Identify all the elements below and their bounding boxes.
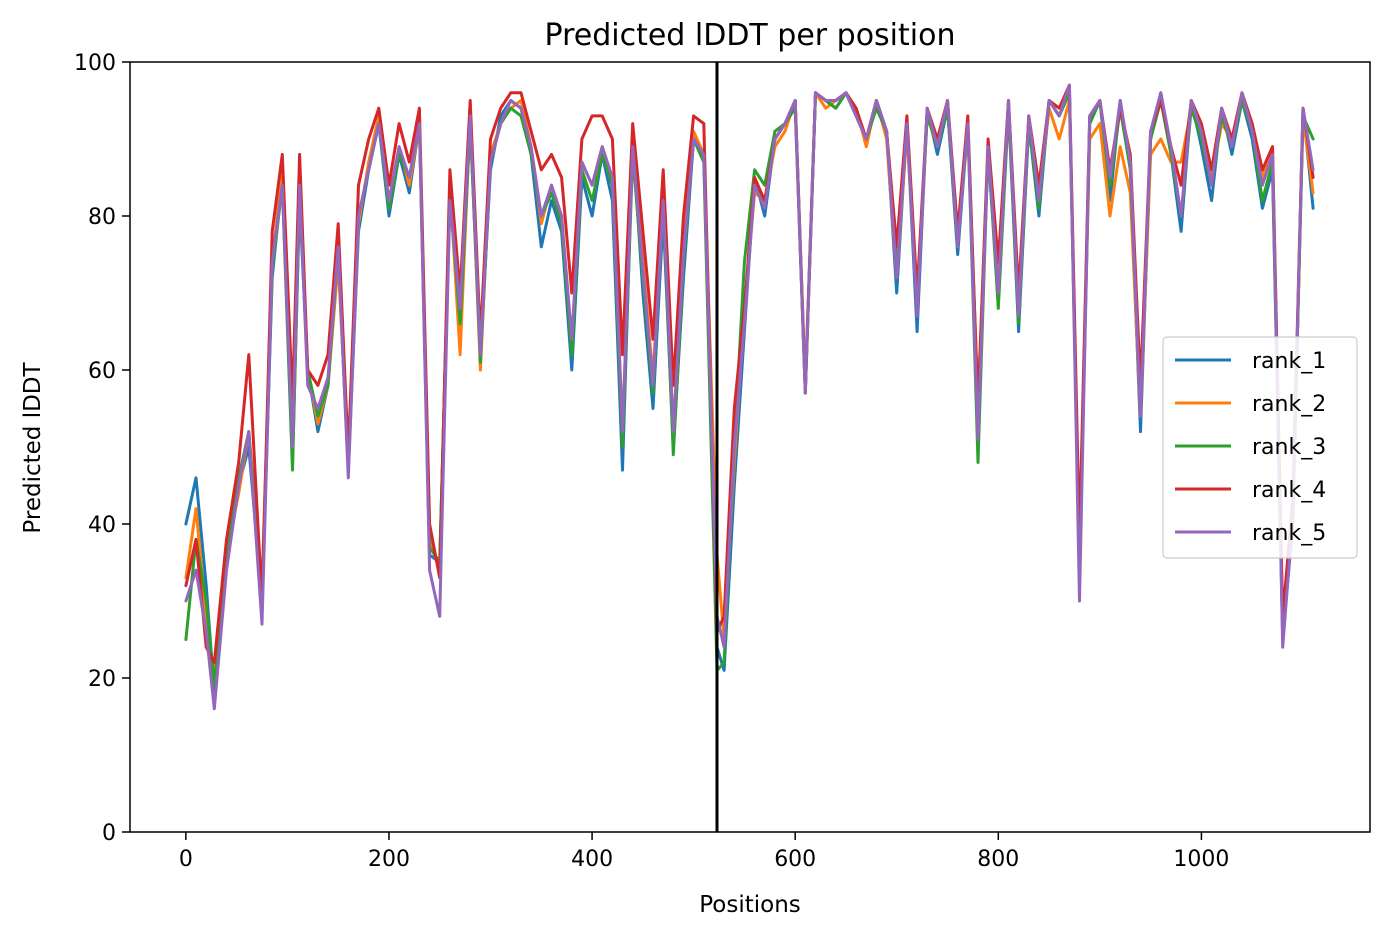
legend-label: rank_2 <box>1252 392 1326 417</box>
plot-frame <box>129 61 1371 833</box>
series-line-rank-4 <box>184 83 1315 665</box>
legend-label: rank_5 <box>1252 521 1326 546</box>
x-tick-label: 600 <box>774 847 816 872</box>
x-axis-label: Positions <box>699 892 801 918</box>
x-tick-label: 1000 <box>1173 847 1229 872</box>
legend-label: rank_4 <box>1252 478 1326 503</box>
plot-area <box>129 61 1371 833</box>
y-tick-label: 0 <box>102 821 116 846</box>
y-axis-label: Predicted lDDT <box>20 361 46 533</box>
x-tick-label: 800 <box>977 847 1019 872</box>
y-tick-label: 80 <box>88 205 116 230</box>
series-line-rank-2 <box>184 91 1315 680</box>
legend-label: rank_1 <box>1252 349 1326 374</box>
x-tick-label: 0 <box>179 847 193 872</box>
x-tick-label: 200 <box>368 847 410 872</box>
y-tick-label: 100 <box>74 51 116 76</box>
chart-title: Predicted lDDT per position <box>545 18 956 53</box>
series-line-rank-3 <box>184 91 1315 688</box>
legend-frame <box>1162 336 1358 559</box>
legend: rank_1 rank_2 rank_3 rank_4 rank_5 <box>1162 336 1358 559</box>
x-axis: 0 200 400 600 800 1000 <box>179 832 1229 872</box>
x-tick-label: 400 <box>571 847 613 872</box>
legend-label: rank_3 <box>1252 435 1326 460</box>
y-tick-label: 60 <box>88 359 116 384</box>
y-axis: 0 20 40 60 80 100 <box>74 51 130 846</box>
series-line-rank-5 <box>184 83 1315 711</box>
y-tick-label: 40 <box>88 513 116 538</box>
series-line-rank-1 <box>184 91 1315 695</box>
y-tick-label: 20 <box>88 667 116 692</box>
